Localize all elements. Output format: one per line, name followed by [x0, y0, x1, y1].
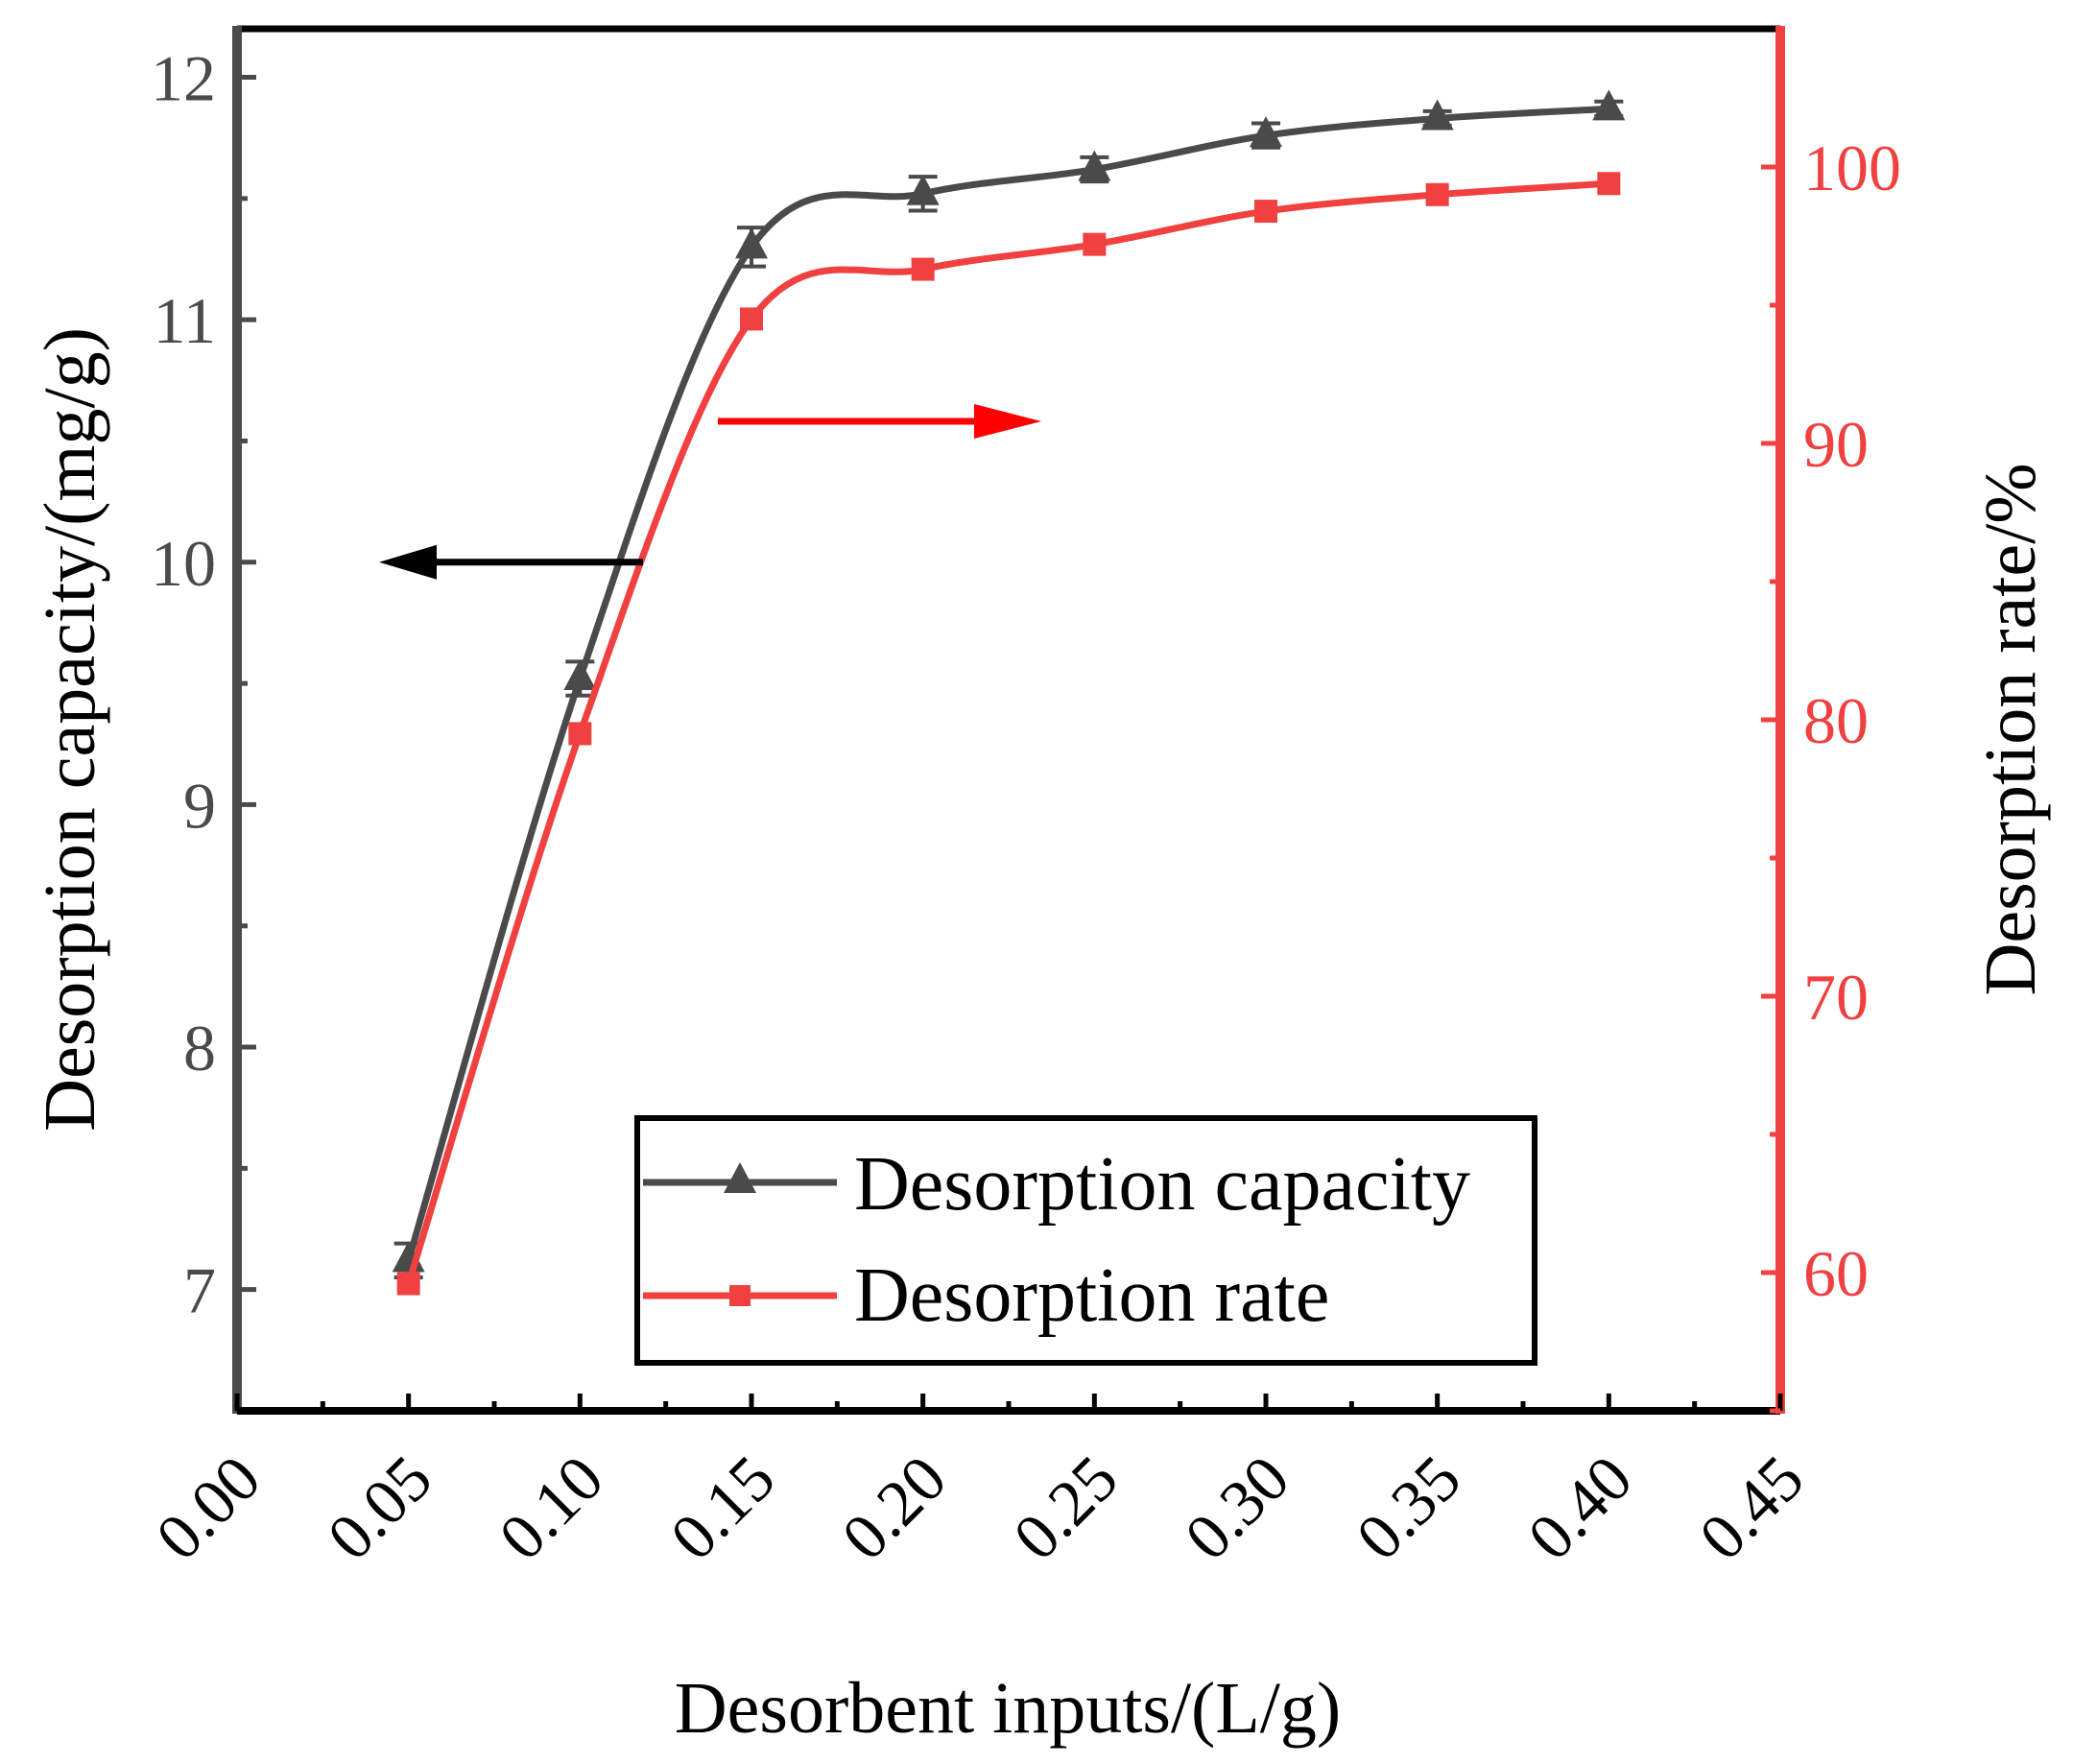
legend: Desorption capacity Desorption rate [634, 1115, 1537, 1366]
left-arrow-head [379, 544, 437, 580]
left-tick-label: 12 [151, 42, 216, 115]
right-tick-label: 80 [1803, 684, 1869, 757]
right-tick-label: 90 [1803, 408, 1869, 481]
rate-point [396, 1272, 420, 1296]
x-tick-label: 0.20 [827, 1442, 960, 1574]
left-tick-label: 9 [183, 769, 216, 842]
legend-capacity-label: Desorption capacity [854, 1142, 1470, 1227]
rate-point [1597, 172, 1621, 196]
left-tick-label: 11 [154, 284, 216, 357]
x-tick-label: 0.40 [1513, 1442, 1646, 1574]
capacity-series-line [405, 105, 1609, 1262]
x-tick-label: 0.10 [485, 1442, 617, 1574]
x-tick-label: 0.15 [656, 1442, 789, 1574]
axis-arrows [379, 403, 1041, 580]
x-tick-label: 0.30 [1171, 1442, 1303, 1574]
rate-point [740, 307, 763, 331]
x-tick-label: 0.35 [1342, 1442, 1474, 1574]
rate-series-line [405, 179, 1609, 1285]
capacity-point [735, 227, 768, 259]
capacity-point [563, 659, 597, 691]
right-y-axis-title: Desorption rate/% [1970, 463, 2051, 995]
rate-point [911, 257, 935, 281]
x-axis-ticks: 0.00 0.05 0.10 0.15 0.20 0.25 0.30 0.35 0.40 0.45 [142, 1394, 1818, 1574]
legend-rate-marker [729, 1285, 751, 1306]
rate-point [1083, 232, 1107, 256]
right-tick-label: 60 [1803, 1237, 1869, 1310]
left-tick-label: 10 [151, 527, 216, 600]
left-y-axis-ticks: 7 8 9 10 11 12 [151, 42, 256, 1327]
x-tick-label: 0.05 [313, 1442, 445, 1574]
left-tick-label: 8 [183, 1012, 216, 1085]
capacity-point [1420, 99, 1454, 131]
rate-point [1254, 200, 1277, 224]
x-tick-label: 0.45 [1685, 1442, 1818, 1574]
x-axis-title: Desorbent inputs/(L/g) [675, 1668, 1341, 1749]
right-tick-label: 100 [1803, 131, 1901, 204]
right-y-axis-ticks: 60 70 80 90 100 [1761, 131, 1901, 1414]
rate-point [1425, 182, 1449, 206]
x-tick-label: 0.25 [999, 1442, 1132, 1574]
legend-rate-label: Desorption rate [854, 1253, 1329, 1338]
left-tick-label: 7 [183, 1254, 216, 1327]
series-layer [392, 89, 1626, 1296]
x-tick-label: 0.00 [142, 1442, 274, 1574]
capacity-point [906, 174, 940, 205]
rate-point [568, 722, 592, 746]
left-y-axis-title: Desorption capacity/(mg/g) [30, 327, 110, 1132]
legend-capacity-marker [724, 1162, 756, 1193]
right-tick-label: 70 [1803, 961, 1869, 1034]
capacity-point [1592, 89, 1626, 121]
legend-box [634, 1115, 1537, 1366]
capacity-point [1078, 150, 1111, 181]
right-arrow-head [974, 403, 1041, 439]
capacity-point [1250, 116, 1282, 148]
